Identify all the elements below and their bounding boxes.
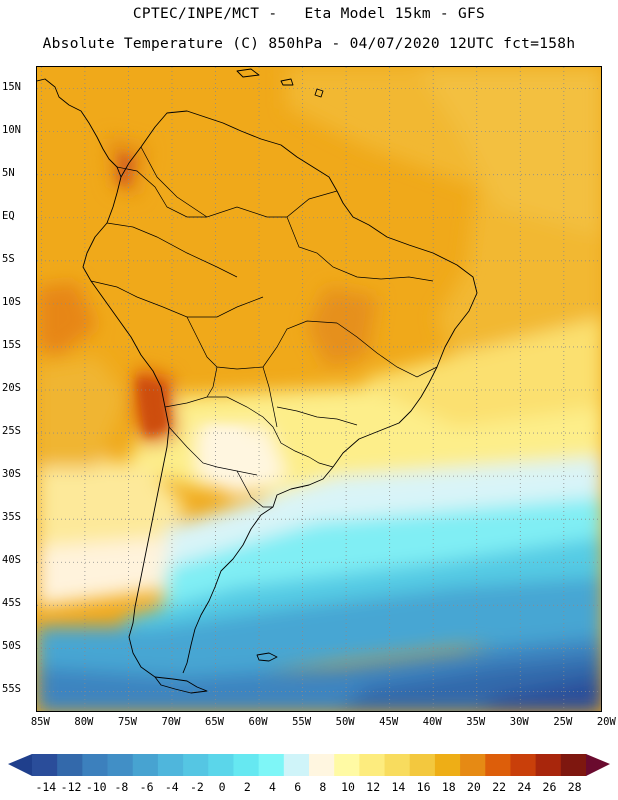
colorbar-box-1	[57, 754, 83, 776]
lat-label-EQ: EQ	[2, 209, 15, 222]
lon-label-35W: 35W	[466, 716, 486, 728]
colorbar-label-4: 4	[269, 780, 276, 794]
colorbar-box-9	[258, 754, 285, 776]
colorbar-box-2	[82, 754, 108, 776]
lon-label-70W: 70W	[161, 716, 181, 728]
colorbar-box-0	[32, 754, 58, 776]
argentina-coast	[182, 466, 334, 674]
lat-label-20S: 20S	[2, 382, 21, 394]
colorbar-box-15	[409, 754, 436, 776]
colorbar-label--12: -12	[61, 780, 82, 794]
colorbar-box-16	[434, 754, 461, 776]
colorbar-box-18	[485, 754, 511, 776]
lon-label-55W: 55W	[292, 716, 312, 728]
colorbar-right-arrow	[586, 754, 610, 776]
colorbar-label--8: -8	[114, 780, 128, 794]
lat-label-10N: 10N	[2, 123, 21, 136]
colorbar-label-24: 24	[517, 780, 531, 794]
colorbar-box-14	[384, 754, 411, 776]
colorbar-label-26: 26	[543, 780, 557, 794]
lat-label-10S: 10S	[2, 295, 21, 308]
title-line-2: Absolute Temperature (C) 850hPa - 04/07/…	[42, 36, 576, 52]
atlantic-coast	[120, 110, 478, 468]
colorbar-label-14: 14	[391, 780, 405, 794]
lat-label-25S: 25S	[2, 425, 21, 438]
colorbar-label-0: 0	[219, 780, 226, 794]
colorbar-box-8	[233, 754, 260, 776]
lon-label-75W: 75W	[117, 716, 137, 728]
central-america-coast	[37, 78, 122, 178]
colorbar-label-20: 20	[467, 780, 481, 794]
colorbar-boxes	[32, 754, 587, 776]
lat-label-30S: 30S	[2, 468, 21, 481]
map-svg	[37, 67, 601, 711]
colorbar-box-7	[208, 754, 234, 776]
country-borders	[90, 146, 438, 508]
colorbar-box-17	[460, 754, 486, 776]
colorbar-left-arrow	[8, 754, 32, 776]
colorbar-box-6	[183, 754, 209, 776]
lon-label-25W: 25W	[553, 716, 573, 728]
colorbar-label-6: 6	[294, 780, 301, 794]
colorbar-box-13	[359, 754, 385, 776]
tierra-del-fuego	[154, 676, 208, 694]
falklands	[256, 652, 278, 662]
lon-label-65W: 65W	[205, 716, 224, 728]
lat-label-55S: 55S	[2, 683, 21, 696]
colorbar-label-18: 18	[442, 780, 456, 794]
lat-label-15N: 15N	[2, 80, 21, 93]
caribbean-islands	[236, 68, 324, 98]
colorbar-label-16: 16	[417, 780, 431, 794]
lon-label-30W: 30W	[509, 716, 529, 728]
lat-label-35S: 35S	[2, 511, 21, 524]
colorbar-label-2: 2	[244, 780, 251, 794]
colorbar-box-5	[157, 754, 184, 776]
colorbar-label-8: 8	[319, 780, 326, 794]
colorbar-label--2: -2	[190, 780, 204, 794]
colorbar-label--10: -10	[86, 780, 107, 794]
lon-label-40W: 40W	[422, 716, 442, 728]
lat-label-5N: 5N	[2, 166, 15, 179]
colorbar-box-3	[107, 754, 134, 776]
colorbar-box-11	[309, 754, 335, 776]
colorbar-label-22: 22	[492, 780, 506, 794]
colorbar-label-12: 12	[366, 780, 380, 794]
colorbar-box-4	[132, 754, 159, 776]
lat-label-45S: 45S	[2, 597, 21, 610]
title-line-1: CPTEC/INPE/MCT - Eta Model 15km - GFS	[132, 6, 486, 22]
colorbar-box-10	[283, 754, 310, 776]
colorbar: -14 -12 -10 -8 -6 -4 -2 0 2 4 6 8 10 12 14 16 18 20 22 24 26…	[8, 754, 610, 794]
colorbar-label-28: 28	[568, 780, 582, 794]
lat-label-15S: 15S	[2, 338, 21, 351]
lon-label-60W: 60W	[248, 716, 268, 728]
colorbar-label-10: 10	[341, 780, 355, 794]
lat-label-5S: 5S	[2, 252, 15, 265]
temp-field-detail	[117, 152, 249, 475]
lon-label-80W: 80W	[74, 716, 94, 728]
colorbar-labels: -14 -12 -10 -8 -6 -4 -2 0 2 4 6 8 10 12 14 16 18 20 22 24 26…	[35, 780, 581, 794]
colorbar-label--14: -14	[35, 780, 56, 794]
lon-label-50W: 50W	[335, 716, 355, 728]
colorbar-box-20	[535, 754, 562, 776]
lat-label-40S: 40S	[2, 554, 21, 567]
colorbar-box-21	[560, 754, 587, 776]
lat-label-50S: 50S	[2, 640, 21, 653]
lon-label-85W: 85W	[30, 716, 50, 728]
lon-label-45W: 45W	[379, 716, 399, 728]
colorbar-box-12	[334, 754, 360, 776]
colorbar-label--4: -4	[165, 780, 179, 794]
colorbar-label--6: -6	[140, 780, 154, 794]
colorbar-box-19	[510, 754, 537, 776]
lon-label-20W: 20W	[596, 716, 616, 728]
temperature-map	[36, 66, 602, 712]
